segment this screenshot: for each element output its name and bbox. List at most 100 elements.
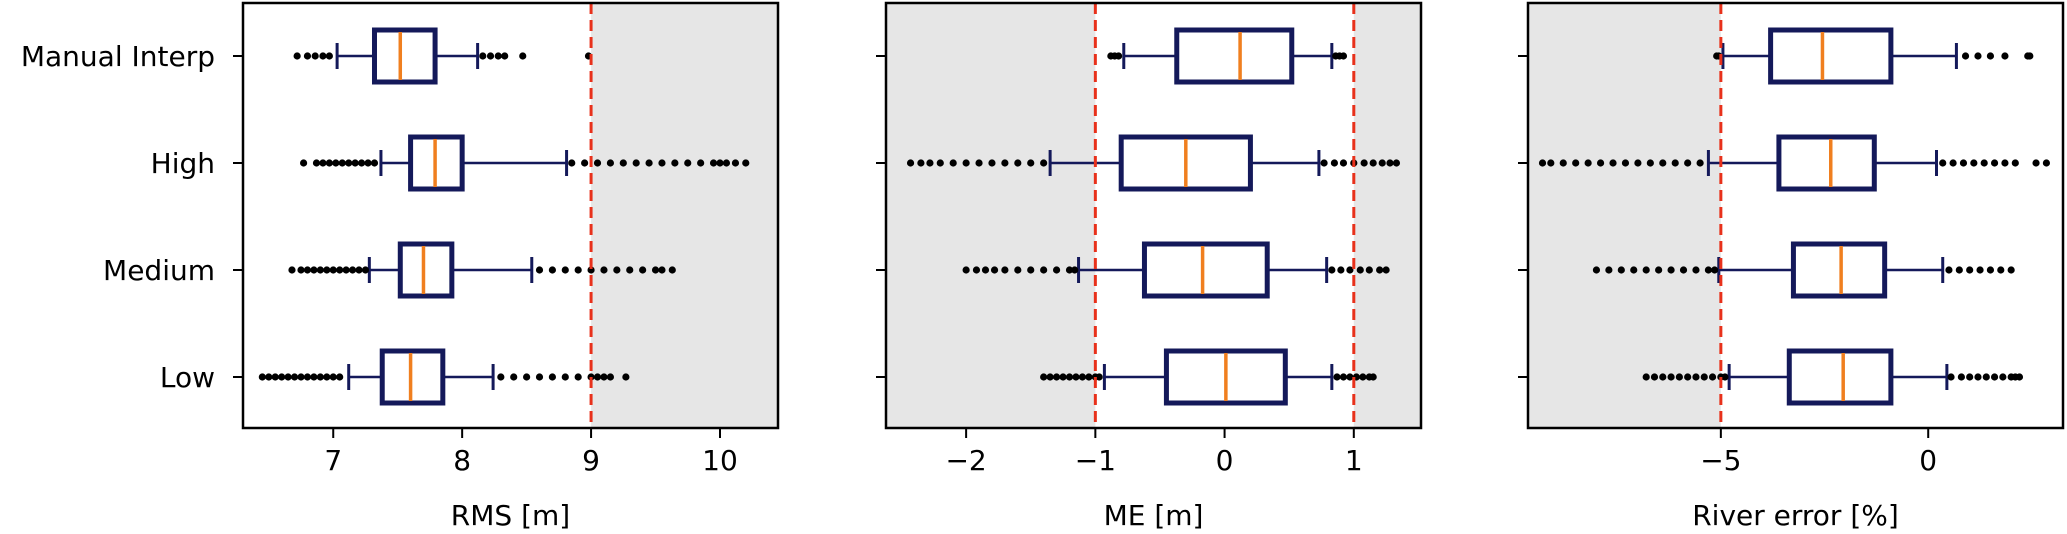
flier-point xyxy=(1115,52,1123,60)
flier-point xyxy=(742,159,750,167)
iqr-box xyxy=(408,134,465,192)
flier-point xyxy=(622,373,630,381)
flier-point xyxy=(1621,159,1630,167)
shaded-region-1 xyxy=(1353,3,1421,428)
x-tick-label: −2 xyxy=(945,444,986,477)
flier-point xyxy=(1667,266,1675,274)
flier-point xyxy=(1538,159,1547,167)
flier-point xyxy=(519,52,527,60)
flier-point xyxy=(1939,159,1947,167)
flier-point xyxy=(639,266,647,274)
flier-point xyxy=(1369,159,1377,167)
x-tick-label: 7 xyxy=(324,444,342,477)
flier-point xyxy=(1642,266,1650,274)
flier-point xyxy=(316,373,324,381)
flier-point xyxy=(1337,266,1345,274)
flier-point xyxy=(1052,266,1061,274)
x-axis-label: River error [%] xyxy=(1692,499,1899,532)
flier-point xyxy=(1046,373,1054,381)
flier-point xyxy=(1634,159,1642,167)
shaded-region-0 xyxy=(591,3,778,428)
flier-point xyxy=(1052,373,1061,381)
flier-point xyxy=(297,266,305,274)
flier-point xyxy=(1065,266,1074,274)
flier-point xyxy=(1027,266,1035,274)
flier-point xyxy=(1974,52,1982,60)
flier-point xyxy=(1078,373,1087,381)
flier-point xyxy=(1966,373,1974,381)
flier-point xyxy=(587,266,595,274)
flier-point xyxy=(271,373,279,381)
flier-point xyxy=(486,52,495,60)
flier-point xyxy=(1721,373,1729,381)
flier-point xyxy=(1671,159,1679,167)
flier-point xyxy=(1976,266,1984,274)
flier-point xyxy=(1339,373,1348,381)
flier-point xyxy=(1692,373,1700,381)
flier-point xyxy=(1696,159,1704,167)
flier-point xyxy=(990,266,999,274)
me-panel: −2 −1 0 1 ME [m] xyxy=(876,1,1423,532)
flier-point xyxy=(962,159,970,167)
flier-point xyxy=(1085,373,1093,381)
flier-point xyxy=(975,159,983,167)
flier-point xyxy=(323,266,331,274)
flier-point xyxy=(1667,373,1675,381)
flier-point xyxy=(981,266,990,274)
river-error-panel: −5 0 River error [%] xyxy=(1518,1,2065,532)
flier-point xyxy=(332,159,340,167)
flier-point xyxy=(1711,266,1719,274)
flier-point xyxy=(1982,373,1990,381)
flier-point xyxy=(1001,266,1009,274)
axes-frame xyxy=(1526,1,2065,430)
flier-point xyxy=(651,266,660,274)
flier-point xyxy=(2042,159,2051,167)
flier-point xyxy=(600,373,608,381)
x-tick-label: −5 xyxy=(1700,444,1741,477)
flier-point xyxy=(288,266,296,274)
flier-point xyxy=(1065,373,1074,381)
flier-point xyxy=(1679,266,1688,274)
flier-point xyxy=(1596,159,1605,167)
y-tick-label: Medium xyxy=(103,254,215,287)
flier-point xyxy=(2032,159,2040,167)
flier-point xyxy=(535,266,544,274)
x-tick-label: 1 xyxy=(1345,444,1363,477)
flier-point xyxy=(1966,266,1974,274)
flier-point xyxy=(1704,266,1713,274)
flier-point xyxy=(1692,266,1700,274)
flier-point xyxy=(1339,159,1348,167)
flier-point xyxy=(297,373,305,381)
flier-point xyxy=(926,159,934,167)
iqr-box xyxy=(1141,241,1270,299)
flier-point xyxy=(1330,159,1339,167)
flier-point xyxy=(1339,52,1348,60)
flier-point xyxy=(1040,373,1048,381)
flier-point xyxy=(310,373,318,381)
x-axis-label: ME [m] xyxy=(1104,499,1204,532)
flier-point xyxy=(325,159,333,167)
iqr-box xyxy=(1768,27,1894,85)
x-tick-label: 0 xyxy=(1216,444,1234,477)
flier-point xyxy=(310,266,318,274)
y-tick-label: High xyxy=(151,147,215,180)
flier-point xyxy=(329,373,337,381)
flier-point xyxy=(303,52,312,60)
flier-point xyxy=(1947,373,1955,381)
flier-point xyxy=(1959,159,1968,167)
flier-point xyxy=(1382,266,1390,274)
flier-point xyxy=(1059,373,1067,381)
flier-point xyxy=(336,266,344,274)
flier-point xyxy=(284,373,292,381)
flier-point xyxy=(593,373,602,381)
flier-point xyxy=(1001,159,1009,167)
flier-point xyxy=(2026,52,2034,60)
flier-point xyxy=(716,159,724,167)
flier-point xyxy=(361,266,370,274)
flier-point xyxy=(1617,266,1625,274)
flier-point xyxy=(510,373,518,381)
flier-point xyxy=(626,266,634,274)
flier-point xyxy=(593,159,602,167)
flier-point xyxy=(606,373,615,381)
